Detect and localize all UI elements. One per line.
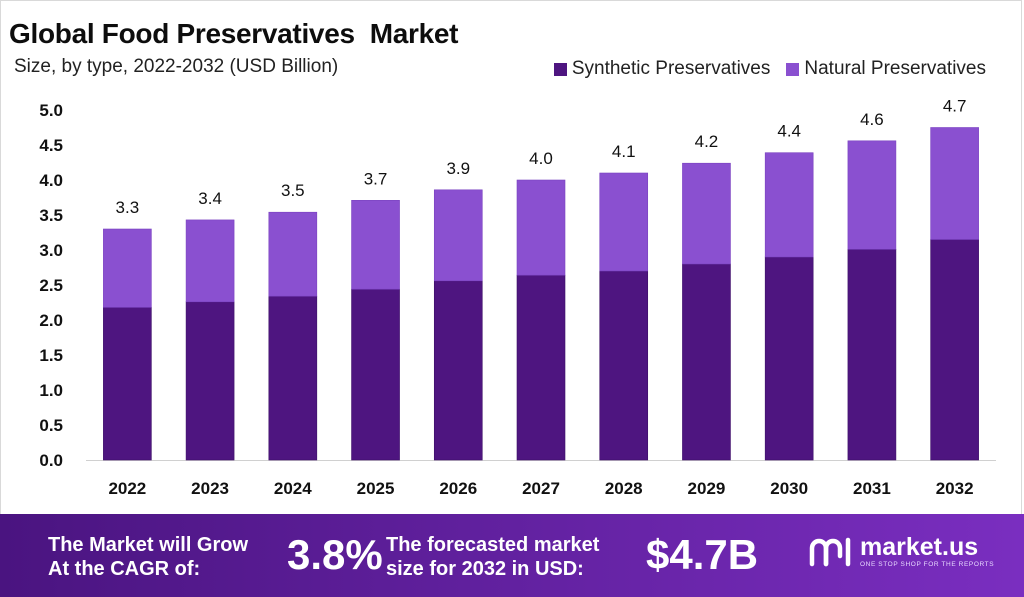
chart-subtitle: Size, by type, 2022-2032 (USD Billion) xyxy=(14,56,339,77)
brand-tagline: ONE STOP SHOP FOR THE REPORTS xyxy=(860,561,995,568)
bar-chart: 0.0 0.5 1.0 1.5 2.0 2.5 3.0 3.5 4.0 4.5 5.0 3.3 2022… xyxy=(39,97,996,498)
legend-label-synthetic: Synthetic Preservatives xyxy=(571,58,771,79)
x-tick-label-2026: 2026 xyxy=(439,479,477,498)
legend: Synthetic Preservatives Natural Preserva… xyxy=(538,58,986,80)
data-label-total-2030: 4.4 xyxy=(777,122,801,141)
brand-name: market.us xyxy=(860,533,979,561)
y-tick-label: 4.5 xyxy=(39,136,63,155)
data-label-total-2032: 4.7 xyxy=(943,97,967,116)
bar-natural-2032 xyxy=(930,127,979,240)
legend-item-synthetic: Synthetic Preservatives xyxy=(553,58,771,80)
bar-natural-2030 xyxy=(764,152,814,258)
market-us-logo-icon xyxy=(809,537,851,567)
y-tick-label: 5.0 xyxy=(39,101,63,120)
data-label-total-2025: 3.7 xyxy=(364,169,388,188)
x-tick-label-2025: 2025 xyxy=(357,479,395,498)
y-tick-label: 1.0 xyxy=(39,381,63,400)
x-tick-label-2027: 2027 xyxy=(522,479,560,498)
bar-natural-2026 xyxy=(433,189,483,282)
y-tick-label: 4.0 xyxy=(39,171,63,190)
y-tick-label: 2.5 xyxy=(39,276,63,295)
footer-banner: The Market will Grow At the CAGR of: 3.8… xyxy=(0,514,1024,597)
data-label-total-2026: 3.9 xyxy=(446,159,470,178)
bar-natural-2031 xyxy=(847,140,897,250)
cagr-label: The Market will Grow At the CAGR of: xyxy=(48,533,248,581)
bar-synthetic-2025 xyxy=(351,288,400,461)
bar-synthetic-2030 xyxy=(764,256,814,461)
bar-natural-2023 xyxy=(185,219,235,303)
y-tick-label: 0.5 xyxy=(39,416,63,435)
x-tick-label-2030: 2030 xyxy=(770,479,808,498)
bar-natural-2022 xyxy=(103,228,152,308)
data-label-total-2024: 3.5 xyxy=(281,181,305,200)
bar-natural-2024 xyxy=(268,211,318,297)
bar-synthetic-2024 xyxy=(268,295,318,461)
x-tick-label-2032: 2032 xyxy=(936,479,974,498)
brand-logo: market.us ONE STOP SHOP FOR THE REPORTS xyxy=(808,534,994,568)
forecast-label: The forecasted market size for 2032 in U… xyxy=(386,533,599,581)
x-tick-label-2028: 2028 xyxy=(605,479,643,498)
cagr-label-line2: At the CAGR of: xyxy=(48,558,201,580)
y-tick-label: 1.5 xyxy=(39,346,63,365)
bar-synthetic-2029 xyxy=(682,263,731,461)
bar-natural-2027 xyxy=(516,179,566,276)
forecast-label-line1: The forecasted market xyxy=(386,534,600,556)
x-tick-label-2024: 2024 xyxy=(274,479,312,498)
bar-synthetic-2022 xyxy=(103,307,152,461)
data-label-total-2022: 3.3 xyxy=(116,198,140,217)
bar-synthetic-2027 xyxy=(516,274,566,461)
cagr-value: 3.8% xyxy=(287,531,383,578)
data-label-total-2027: 4.0 xyxy=(529,149,553,168)
y-tick-label: 2.0 xyxy=(39,311,63,330)
x-tick-label-2023: 2023 xyxy=(191,479,229,498)
cagr-label-line1: The Market will Grow xyxy=(48,534,249,556)
bar-synthetic-2026 xyxy=(433,280,483,461)
data-label-total-2031: 4.6 xyxy=(860,110,884,129)
bar-natural-2028 xyxy=(599,172,649,272)
legend-swatch-natural xyxy=(786,62,800,76)
legend-label-natural: Natural Preservatives xyxy=(804,58,986,79)
data-label-total-2023: 3.4 xyxy=(198,189,222,208)
y-tick-label: 0.0 xyxy=(39,451,63,470)
y-tick-label: 3.5 xyxy=(39,206,63,225)
bar-synthetic-2032 xyxy=(930,239,979,461)
x-tick-label-2029: 2029 xyxy=(688,479,726,498)
x-tick-label-2022: 2022 xyxy=(108,479,146,498)
data-label-total-2029: 4.2 xyxy=(695,132,719,151)
forecast-value: $4.7B xyxy=(646,531,759,578)
bar-synthetic-2023 xyxy=(185,301,235,461)
y-tick-label: 3.0 xyxy=(39,241,63,260)
bar-natural-2025 xyxy=(351,200,400,290)
legend-swatch-synthetic xyxy=(553,62,567,76)
bar-synthetic-2031 xyxy=(847,249,897,461)
bar-natural-2029 xyxy=(682,162,731,265)
chart-title: Global Food Preservatives Market xyxy=(9,18,459,49)
x-tick-label-2031: 2031 xyxy=(853,479,891,498)
data-label-total-2028: 4.1 xyxy=(612,142,636,161)
forecast-label-line2: size for 2032 in USD: xyxy=(386,558,584,580)
legend-item-natural: Natural Preservatives xyxy=(786,58,986,80)
bar-synthetic-2028 xyxy=(599,270,649,461)
